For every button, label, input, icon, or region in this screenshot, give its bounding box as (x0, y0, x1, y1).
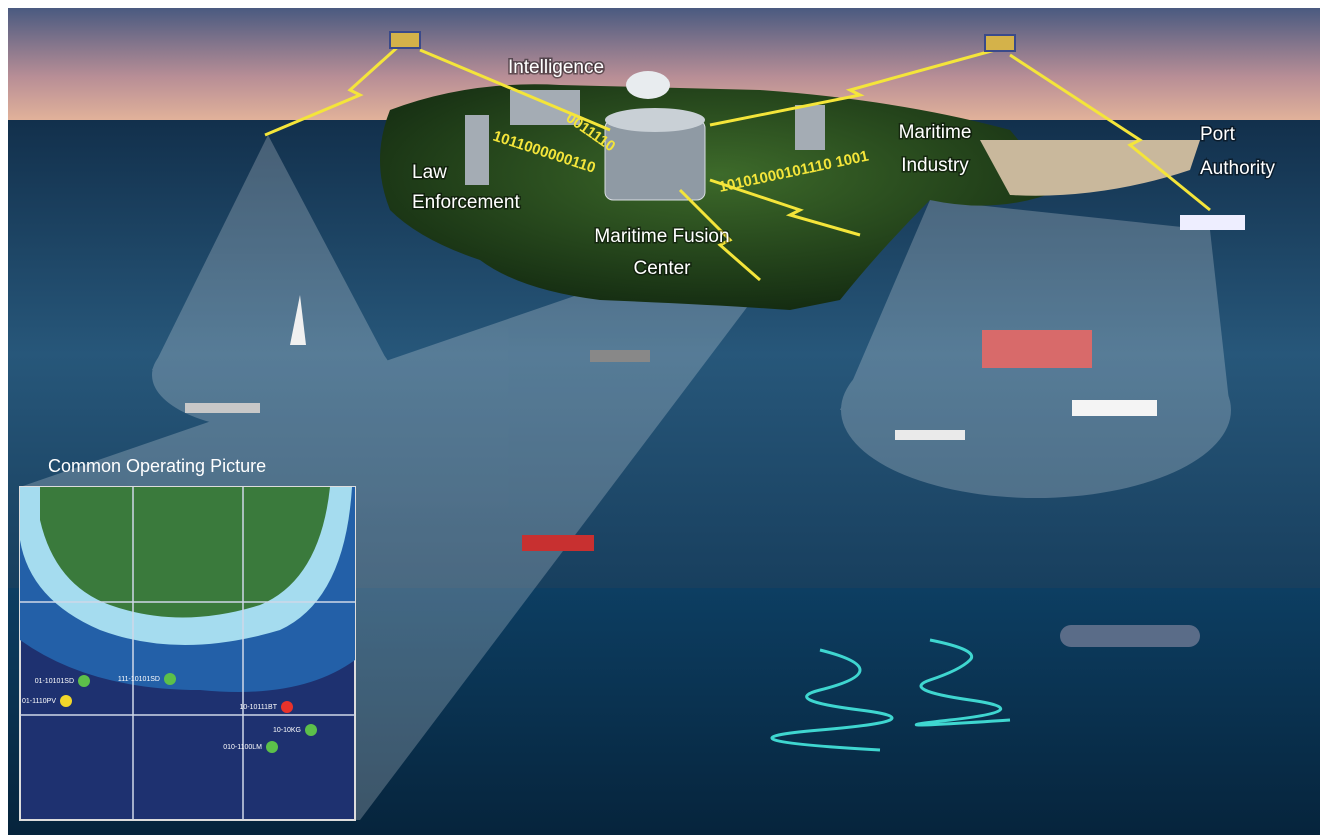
cop-title: Common Operating Picture (48, 456, 266, 476)
label: Port Authority (1200, 124, 1275, 179)
contact-id: 010-1100LM (223, 744, 262, 751)
comm-links (264, 43, 1211, 282)
contact-id: 10-10111BT (240, 704, 278, 711)
contact-dot (281, 701, 293, 713)
label-line: Enforcement (412, 192, 520, 213)
label-line: Intelligence (508, 57, 604, 78)
buildings (465, 90, 825, 185)
fusion-center (604, 71, 706, 201)
label-line: Maritime (899, 122, 972, 143)
cop-map (19, 486, 356, 821)
label: Maritime Industry (899, 122, 972, 176)
label-line: Authority (1200, 158, 1275, 179)
contact-id: 01-10101SD (35, 678, 74, 685)
contact-dot (266, 741, 278, 753)
label: Law Enforcement (412, 162, 520, 213)
port (980, 140, 1200, 196)
label-line: Law (412, 162, 447, 183)
contact-id: 111-10101SD (118, 676, 160, 683)
label-line: Port (1200, 124, 1236, 145)
label-line: Maritime Fusion (594, 226, 729, 247)
contact-id: 01-1110PV (22, 698, 56, 705)
cop-contacts: 01-10101SD 111-10101SD 01-1110PV 10-10111BT… (22, 673, 317, 753)
label-line: Industry (901, 155, 969, 176)
contact-dot (164, 673, 176, 685)
vessels (185, 215, 1245, 647)
island (380, 84, 1060, 311)
contact-id: 10-10KG (273, 727, 301, 734)
label-line: Center (633, 258, 691, 279)
satellites (389, 31, 1016, 52)
label: Intelligence (508, 57, 604, 78)
label: Maritime Fusion Center (594, 226, 729, 279)
contact-dot (305, 724, 317, 736)
contact-dot (60, 695, 72, 707)
sensor-arrays (770, 638, 1011, 752)
contact-dot (78, 675, 90, 687)
